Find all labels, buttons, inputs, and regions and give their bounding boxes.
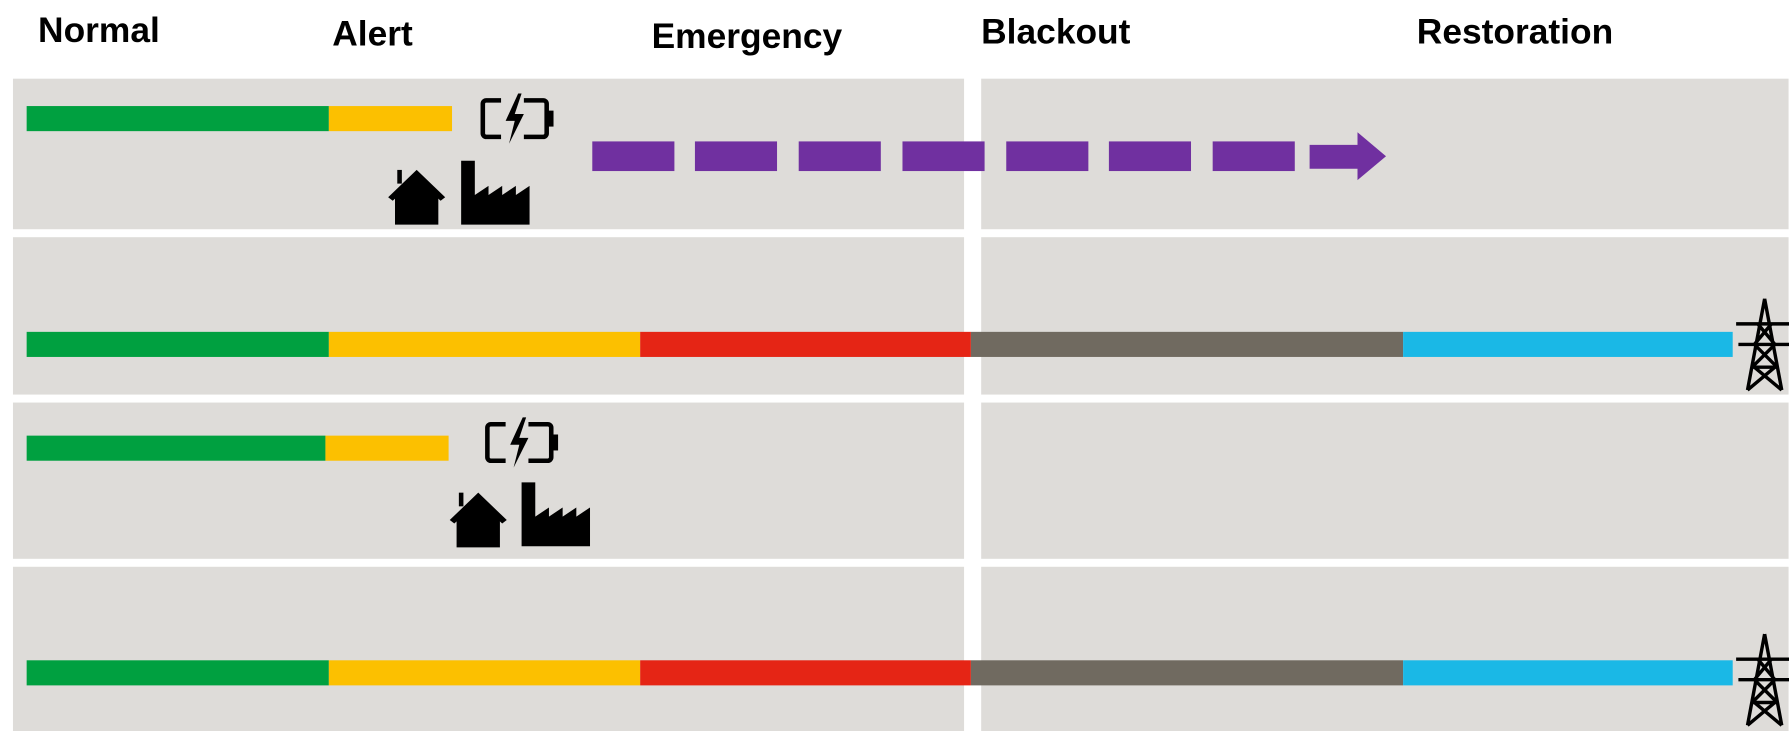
panels [12,78,1789,731]
row-4 [26,632,1789,728]
panel [981,78,1789,230]
header-label: Normal [38,11,160,50]
header-label: Restoration [1417,12,1613,51]
bar-emergency [640,331,971,357]
bar-alert [328,331,641,357]
bar-normal [26,660,329,686]
bar-restoration [1403,660,1733,686]
bar-restoration [1403,331,1733,357]
panel [981,566,1789,731]
row-2 [26,297,1789,392]
dashed-arrow [592,132,1387,181]
bar-normal [26,106,329,132]
bar-emergency [640,660,971,686]
bar-normal [26,331,329,357]
headers: Normal Alert Emergency Blackout Restorat… [38,11,1613,56]
bar-alert [325,435,449,461]
row-3 [26,417,591,548]
panel [981,402,1789,559]
row-1 [26,94,1387,225]
panel [981,237,1789,395]
bar-normal [26,435,326,461]
header-label: Blackout [981,12,1130,51]
header-label: Alert [332,15,413,54]
bar-alert [328,660,641,686]
panel [12,237,965,395]
header-label: Emergency [652,17,843,56]
bar-blackout [970,331,1404,357]
bar-blackout [970,660,1404,686]
panel [12,566,965,731]
bar-alert [328,106,453,132]
